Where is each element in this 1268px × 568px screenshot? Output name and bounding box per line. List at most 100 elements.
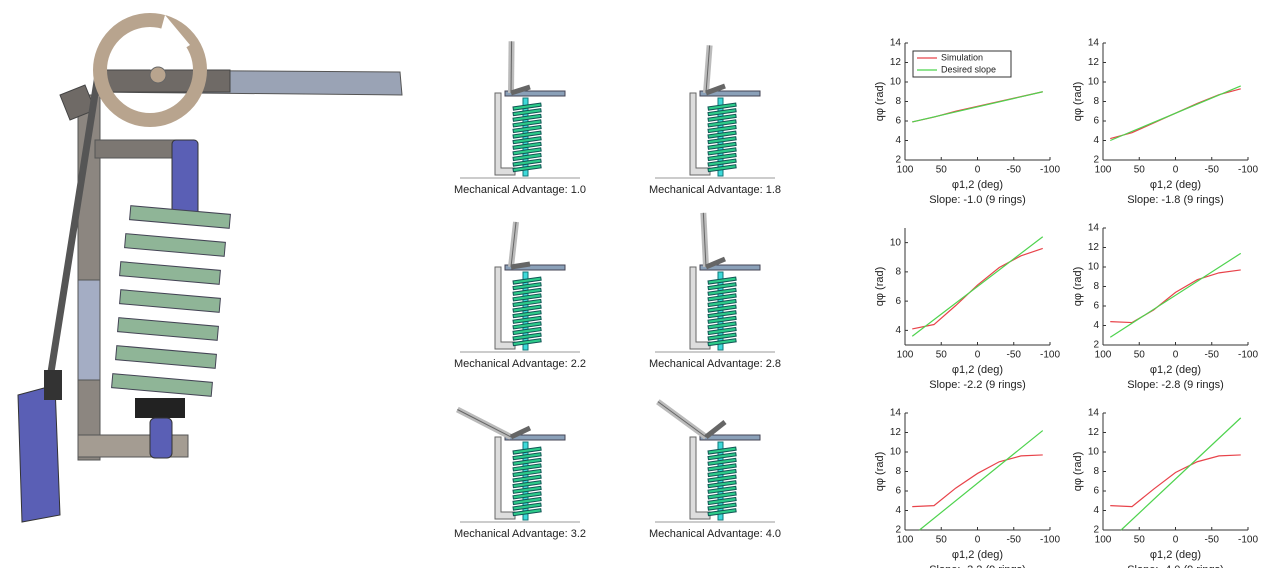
y-axis-label: qφ (rad) [1072,267,1084,307]
spring-ring [512,446,542,455]
spring-ring [707,326,737,336]
link [705,256,726,270]
spring-ring [512,130,542,139]
y-tick-label: 14 [1088,223,1100,234]
spring-ring [512,164,542,173]
series-line [911,236,1044,337]
caption: Mechanical Advantage: 1.0 [454,184,586,196]
spring-ring [707,496,737,506]
x-tick-label: 50 [1134,535,1146,546]
x-axis-label: φ1,2 (deg) [1150,179,1201,191]
spring-ring [512,147,542,156]
x-tick-label: -100 [1238,165,1258,176]
y-tick-label: 12 [890,57,902,68]
spring-ring [707,102,737,111]
spring-ring [512,113,542,122]
y-tick-label: 14 [1088,38,1100,49]
spring-ring [707,508,737,517]
x-tick-label: -100 [1238,535,1258,546]
link [509,425,532,440]
y-tick-label: 4 [1093,505,1099,516]
link [705,83,726,96]
x-tick-label: 50 [936,535,948,546]
link-edge [705,45,711,94]
x-tick-label: 50 [936,350,948,361]
x-tick-label: 50 [1134,350,1146,361]
chart: 2 4 6 8 10 12 14 100 50 0 -50 -100 φ1,2 (deg) qφ (rad… [1072,408,1259,568]
spring-ring [512,102,542,111]
y-tick-label: 10 [890,447,902,458]
y-tick-label: 6 [895,486,901,497]
y-tick-label: 2 [895,155,901,166]
y-tick-label: 2 [1093,340,1099,351]
y-tick-label: 4 [895,135,901,146]
spring-ring [707,147,737,156]
x-tick-label: 50 [1134,165,1146,176]
y-tick-label: 12 [1088,427,1100,438]
x-tick-label: -50 [1205,165,1220,176]
y-tick-label: 4 [1093,135,1099,146]
link-edge [457,409,512,438]
y-axis-label: qφ (rad) [874,452,886,492]
y-tick-label: 8 [1093,281,1099,292]
spring-ring [707,282,737,291]
frame [494,266,516,350]
frame [689,266,711,350]
spring-ring [512,474,542,483]
x-axis-label: φ1,2 (deg) [1150,364,1201,376]
chart: 2 4 6 8 10 12 14 100 50 0 -50 -100 φ1,2 (deg) qφ (rad… [874,38,1061,206]
legend-box [912,50,1012,78]
spring-ring [512,304,542,313]
y-tick-label: 8 [895,96,901,107]
y-tick-label: 4 [895,325,901,336]
legend-label: Desired slope [941,64,996,74]
frame [494,436,516,520]
spring-ring [512,124,542,134]
link-edge [702,212,707,268]
chart: 4 6 8 10 100 50 0 -50 -100 φ1,2 (deg) qφ (rad) Slop… [874,228,1060,391]
y-tick-label: 2 [1093,155,1099,166]
arm [699,90,761,97]
x-tick-label: -100 [1040,350,1060,361]
spring-ring [512,158,542,167]
y-axis-label: qφ (rad) [874,82,886,122]
y-tick-label: 6 [1093,116,1099,127]
chart-title: Slope: -2.8 (9 rings) [1127,379,1224,391]
x-tick-label: -50 [1007,165,1022,176]
spring-ring [707,113,737,122]
spring-ring [512,141,542,150]
spring-ring [707,298,737,308]
x-axis-label: φ1,2 (deg) [1150,549,1201,561]
series-line [912,454,1043,508]
link-edge [510,221,517,268]
x-tick-label: -50 [1205,350,1220,361]
spring-ring [512,293,542,302]
spring-ring [512,491,542,500]
spring-ring [512,152,542,162]
x-tick-label: 50 [936,165,948,176]
spring-ring [512,332,542,341]
caption: Mechanical Advantage: 1.8 [649,184,781,196]
link [510,261,531,270]
mechanism: Mechanical Advantage: 2.2 [454,221,586,370]
spring-ring [512,468,542,478]
y-tick-label: 6 [1093,301,1099,312]
spring-ring [707,119,737,128]
x-tick-label: 0 [975,165,981,176]
arm [504,264,566,271]
frame [689,436,711,520]
spring-ring [707,474,737,483]
series-line [919,430,1044,531]
spring-ring [707,468,737,478]
spring-ring [512,502,542,511]
spring-ring [707,457,737,466]
spring-ring [707,491,737,500]
x-tick-label: 100 [1095,350,1112,361]
spring-ring [707,141,737,150]
y-tick-label: 14 [890,408,902,419]
spring-ring [707,164,737,173]
spring-ring [512,463,542,472]
x-tick-label: -50 [1007,535,1022,546]
x-tick-label: 0 [975,350,981,361]
